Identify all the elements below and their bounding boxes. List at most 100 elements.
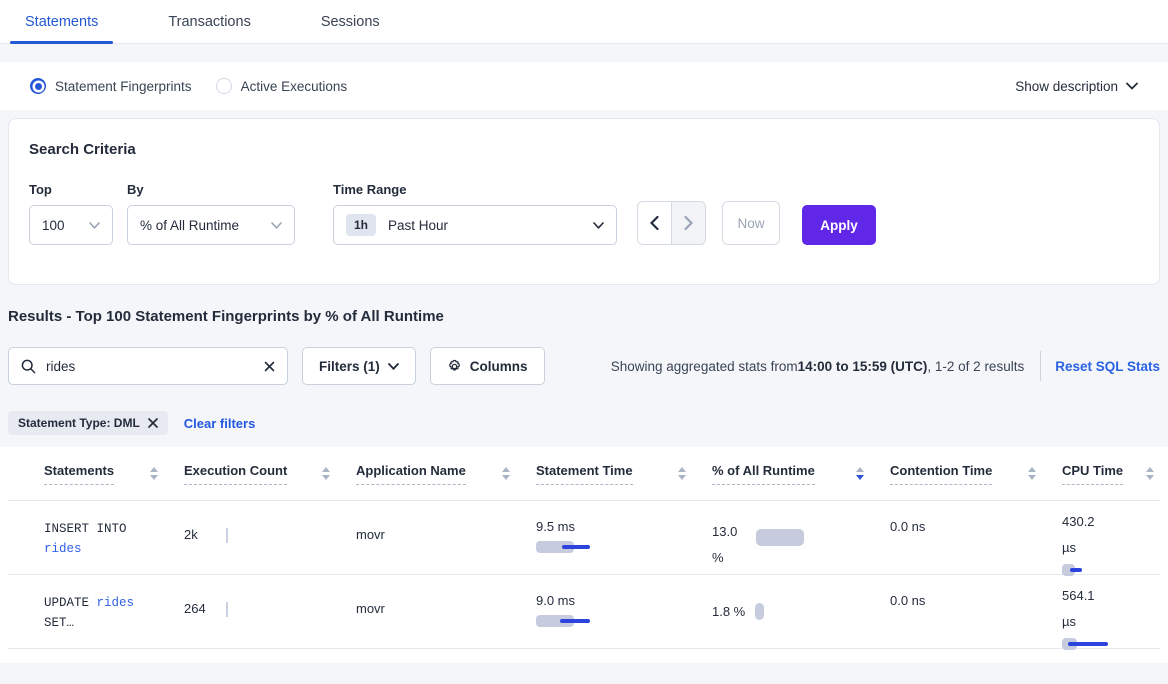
vertical-divider [1040,351,1042,381]
top-label: Top [29,182,52,197]
view-toggle-band: Statement Fingerprints Active Executions… [0,62,1168,110]
statement-time-value: 9.5 ms [536,519,576,534]
column-header-statement-time: Statement Time [536,463,712,485]
search-icon [21,359,36,374]
column-header-contention-time: Contention Time [890,463,1062,485]
execution-count-value: 264 [184,601,206,616]
search-criteria-card: Search Criteria Top 100 By % of All Runt… [8,118,1160,285]
columns-button-label: Columns [469,358,528,374]
pct-runtime-cell: 1.8 % [712,575,890,651]
summary-range: 14:00 to 15:59 (UTC) [797,358,928,374]
statement-time-value: 9.0 ms [536,593,576,608]
column-label[interactable]: Execution Count [184,463,288,485]
cpu-time-value: 430.2 µs [1062,514,1095,555]
gear-icon [447,359,462,374]
column-label[interactable]: % of All Runtime [712,463,815,485]
tab-sessions[interactable]: Sessions [320,13,380,30]
statement-keyword: UPDATE [44,596,90,610]
execution-count-cell: 2k [184,501,356,577]
time-prev-button[interactable] [638,202,671,244]
filter-chip-row: Statement Type: DML Clear filters [8,411,1160,435]
sort-toggle-icon[interactable] [502,467,510,480]
time-range-field: Time Range 1h Past Hour [333,182,617,245]
statement-fingerprint-link[interactable]: rides [96,596,135,610]
statement-time-bar [536,540,712,554]
time-range-badge: 1h [346,214,377,236]
time-next-button[interactable] [672,202,705,244]
chevron-down-icon [89,221,100,229]
radio-statement-fingerprints[interactable]: Statement Fingerprints [30,78,192,94]
chevron-down-icon [271,221,282,229]
column-header-cpu-time: CPU Time [1062,463,1160,485]
sort-toggle-icon[interactable] [1146,467,1154,480]
column-label[interactable]: Statement Time [536,463,633,485]
pct-runtime-cell: 13.0 % [712,501,890,577]
statement-fingerprint-link[interactable]: rides [44,542,82,556]
pct-runtime-bar [756,529,804,546]
radio-active-executions[interactable]: Active Executions [215,78,348,94]
time-range-select[interactable]: 1h Past Hour [333,205,617,245]
column-label[interactable]: Statements [44,463,115,485]
table-row: UPDATE rides SET… 264 movr 9.0 ms 1.8 % … [8,575,1160,651]
pct-runtime-value: 13.0 % [712,524,738,565]
cpu-time-value: 564.1 µs [1062,588,1095,629]
application-name-cell: movr [356,575,536,651]
cpu-time-cell: 564.1 µs [1062,575,1160,651]
statement-cell: INSERT INTO rides [44,501,184,577]
chevron-left-icon [650,216,659,230]
tab-statements[interactable]: Statements [10,0,114,44]
results-heading: Results - Top 100 Statement Fingerprints… [8,308,444,325]
column-label[interactable]: CPU Time [1062,463,1124,485]
time-range-value: Past Hour [388,217,449,233]
statement-continuation: SET… [44,616,75,630]
cpu-time-bar [1062,563,1160,577]
show-description-label: Show description [1015,78,1118,94]
column-header-pct-runtime: % of All Runtime [712,463,890,485]
radio-active-exec-label: Active Executions [240,78,348,94]
column-label[interactable]: Application Name [356,463,466,485]
top-field: Top 100 [29,182,113,245]
filters-button[interactable]: Filters (1) [302,347,416,385]
statement-time-cell: 9.5 ms [536,501,712,577]
column-label[interactable]: Contention Time [890,463,993,485]
chevron-down-icon [593,221,604,229]
clear-search-icon[interactable] [264,361,275,372]
sort-toggle-icon[interactable] [150,467,158,480]
radio-unselected-icon [215,78,232,94]
column-header-application-name: Application Name [356,463,536,485]
remove-filter-icon[interactable] [147,418,158,428]
statement-search-box[interactable] [8,347,288,385]
radio-fingerprints-label: Statement Fingerprints [55,78,192,94]
sort-toggle-icon[interactable] [322,467,330,480]
now-button[interactable]: Now [722,201,780,245]
search-criteria-title: Search Criteria [29,141,136,158]
search-input[interactable] [46,358,264,374]
table-header-row: Statements Execution Count Application N… [8,447,1160,501]
filter-chip-statement-type[interactable]: Statement Type: DML [8,411,168,435]
top-select[interactable]: 100 [29,205,113,245]
statement-time-cell: 9.0 ms [536,575,712,651]
application-name-value: movr [356,601,385,616]
execution-count-value: 2k [184,527,198,542]
clear-filters-link[interactable]: Clear filters [183,415,256,431]
sort-toggle-icon-active-desc[interactable] [856,467,864,480]
show-description-toggle[interactable]: Show description [1015,79,1138,94]
columns-button[interactable]: Columns [429,347,545,385]
filter-chip-label: Statement Type: DML [18,416,140,430]
tab-transactions[interactable]: Transactions [168,13,251,30]
summary-suffix: , 1-2 of 2 results [927,358,1025,374]
application-name-cell: movr [356,501,536,577]
chevron-down-icon [1126,82,1138,90]
by-field: By % of All Runtime [127,182,295,245]
reset-sql-stats-link[interactable]: Reset SQL Stats [1055,358,1160,374]
by-select[interactable]: % of All Runtime [127,205,295,245]
pct-runtime-value: 1.8 % [712,604,746,619]
statements-table: Statements Execution Count Application N… [0,447,1168,663]
execution-count-bar [226,528,228,543]
sort-toggle-icon[interactable] [1028,467,1036,480]
apply-button[interactable]: Apply [802,205,876,245]
time-range-label: Time Range [333,182,407,197]
sort-toggle-icon[interactable] [678,467,686,480]
filters-button-label: Filters (1) [319,358,380,374]
execution-count-bar [226,602,228,617]
